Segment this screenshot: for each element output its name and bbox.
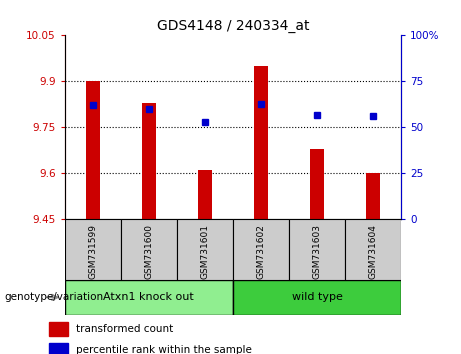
Bar — [49, 322, 68, 336]
Bar — [198, 170, 212, 219]
Bar — [233, 280, 401, 315]
Bar — [65, 280, 233, 315]
Bar — [121, 219, 177, 280]
Bar — [65, 219, 121, 280]
Text: transformed count: transformed count — [76, 324, 173, 334]
Text: GSM731599: GSM731599 — [88, 224, 97, 279]
Bar — [86, 81, 100, 219]
Text: GSM731603: GSM731603 — [313, 224, 321, 279]
Text: GSM731600: GSM731600 — [144, 224, 153, 279]
Text: genotype/variation: genotype/variation — [5, 292, 104, 302]
Bar — [254, 66, 268, 219]
Text: GSM731602: GSM731602 — [256, 224, 266, 279]
Text: Atxn1 knock out: Atxn1 knock out — [103, 292, 194, 302]
Bar — [49, 343, 68, 354]
Bar — [233, 219, 289, 280]
Bar — [142, 103, 156, 219]
Bar — [289, 219, 345, 280]
Title: GDS4148 / 240334_at: GDS4148 / 240334_at — [157, 19, 309, 33]
Bar — [177, 219, 233, 280]
Text: wild type: wild type — [291, 292, 343, 302]
Bar — [310, 149, 324, 219]
Bar — [345, 219, 401, 280]
Bar — [366, 173, 380, 219]
Text: GSM731601: GSM731601 — [200, 224, 209, 279]
Text: percentile rank within the sample: percentile rank within the sample — [76, 344, 252, 354]
Text: GSM731604: GSM731604 — [368, 224, 378, 279]
